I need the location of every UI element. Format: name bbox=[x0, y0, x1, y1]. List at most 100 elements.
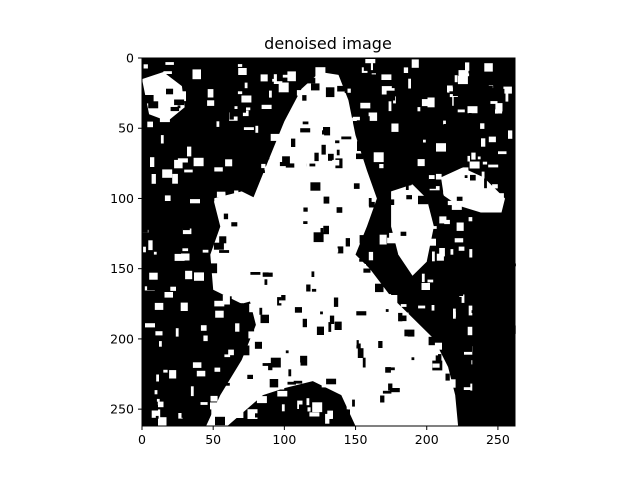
noise-speckle bbox=[440, 415, 445, 426]
noise-speckle bbox=[237, 91, 243, 95]
noise-speckle bbox=[241, 95, 252, 103]
noise-speckle bbox=[321, 144, 326, 155]
noise-speckle bbox=[388, 101, 392, 112]
noise-speckle bbox=[457, 109, 465, 113]
noise-speckle bbox=[420, 400, 427, 409]
noise-speckle bbox=[380, 300, 383, 310]
noise-speckle bbox=[495, 103, 503, 112]
chart-title: denoised image bbox=[264, 34, 392, 53]
y-tick-label: 0 bbox=[126, 51, 134, 66]
y-tick-label: 150 bbox=[110, 261, 134, 276]
noise-speckle bbox=[184, 169, 193, 173]
noise-speckle bbox=[427, 97, 435, 108]
noise-speckle bbox=[409, 144, 418, 148]
noise-speckle bbox=[435, 354, 442, 363]
noise-speckle bbox=[195, 263, 203, 273]
noise-speckle bbox=[208, 195, 215, 202]
noise-speckle bbox=[356, 311, 367, 316]
noise-speckle bbox=[299, 404, 308, 413]
noise-speckle bbox=[503, 60, 513, 66]
noise-speckle bbox=[469, 161, 480, 169]
noise-speckle bbox=[143, 64, 148, 69]
noise-speckle bbox=[320, 311, 323, 315]
noise-speckle bbox=[365, 82, 376, 87]
noise-speckle bbox=[428, 179, 436, 189]
noise-speckle bbox=[204, 199, 208, 205]
noise-speckle bbox=[395, 202, 405, 207]
noise-speckle bbox=[238, 68, 247, 75]
noise-speckle bbox=[400, 231, 407, 236]
noise-speckle bbox=[484, 85, 493, 95]
noise-speckle bbox=[194, 358, 199, 362]
noise-speckle bbox=[142, 225, 148, 233]
noise-speckle bbox=[395, 370, 402, 377]
noise-speckle bbox=[264, 166, 268, 174]
noise-speckle bbox=[228, 139, 234, 146]
noise-speckle bbox=[498, 151, 507, 155]
noise-speckle bbox=[336, 292, 345, 301]
noise-speckle bbox=[309, 412, 320, 417]
noise-speckle bbox=[329, 315, 335, 324]
x-tick-label: 200 bbox=[415, 432, 439, 447]
noise-speckle bbox=[325, 87, 335, 98]
noise-speckle bbox=[450, 249, 454, 255]
noise-speckle bbox=[196, 338, 207, 348]
noise-speckle bbox=[269, 379, 279, 388]
noise-speckle bbox=[356, 407, 365, 414]
noise-speckle bbox=[335, 140, 340, 144]
noise-speckle bbox=[273, 292, 280, 299]
noise-speckle bbox=[247, 374, 253, 379]
noise-speckle bbox=[453, 293, 460, 298]
noise-speckle bbox=[428, 238, 436, 246]
noise-speckle bbox=[250, 167, 259, 178]
noise-speckle bbox=[444, 219, 450, 225]
noise-speckle bbox=[221, 382, 230, 386]
noise-speckle bbox=[352, 309, 355, 319]
noise-speckle bbox=[276, 72, 283, 82]
noise-speckle bbox=[247, 356, 257, 366]
noise-speckle bbox=[375, 283, 384, 293]
noise-speckle bbox=[337, 85, 346, 92]
noise-speckle bbox=[250, 173, 258, 182]
noise-speckle bbox=[407, 177, 411, 186]
noise-speckle bbox=[210, 395, 218, 402]
noise-speckle bbox=[437, 126, 441, 131]
noise-speckle bbox=[276, 155, 283, 162]
noise-speckle bbox=[363, 268, 371, 273]
noise-speckle bbox=[159, 341, 162, 347]
noise-speckle bbox=[456, 222, 464, 231]
noise-speckle bbox=[399, 315, 407, 322]
noise-speckle bbox=[478, 90, 485, 97]
noise-speckle bbox=[477, 156, 481, 160]
noise-speckle bbox=[426, 115, 430, 119]
noise-speckle bbox=[408, 78, 411, 89]
noise-speckle bbox=[234, 190, 239, 195]
noise-speckle bbox=[334, 321, 342, 330]
noise-speckle bbox=[436, 253, 444, 261]
noise-speckle bbox=[381, 74, 392, 80]
noise-speckle bbox=[277, 385, 285, 390]
noise-speckle bbox=[357, 209, 361, 214]
noise-speckle bbox=[336, 193, 344, 197]
noise-speckle bbox=[311, 83, 320, 91]
noise-speckle bbox=[181, 91, 186, 102]
noise-speckle bbox=[320, 228, 324, 234]
noise-speckle bbox=[449, 91, 460, 95]
noise-speckle bbox=[365, 59, 376, 64]
noise-speckle bbox=[192, 176, 203, 184]
noise-speckle bbox=[326, 378, 337, 385]
y-tick-label: 250 bbox=[110, 402, 134, 417]
noise-speckle bbox=[300, 146, 304, 152]
noise-speckle bbox=[321, 380, 326, 388]
noise-speckle bbox=[290, 266, 296, 270]
image-bright-regions bbox=[142, 72, 505, 426]
noise-speckle bbox=[290, 355, 301, 362]
noise-speckle bbox=[328, 153, 334, 161]
noise-speckle bbox=[475, 137, 484, 144]
noise-speckle bbox=[226, 98, 235, 103]
noise-speckle bbox=[215, 416, 225, 426]
noise-speckle bbox=[207, 89, 214, 98]
noise-speckle bbox=[454, 75, 458, 83]
noise-speckle bbox=[397, 177, 401, 186]
noise-speckle bbox=[333, 297, 339, 308]
